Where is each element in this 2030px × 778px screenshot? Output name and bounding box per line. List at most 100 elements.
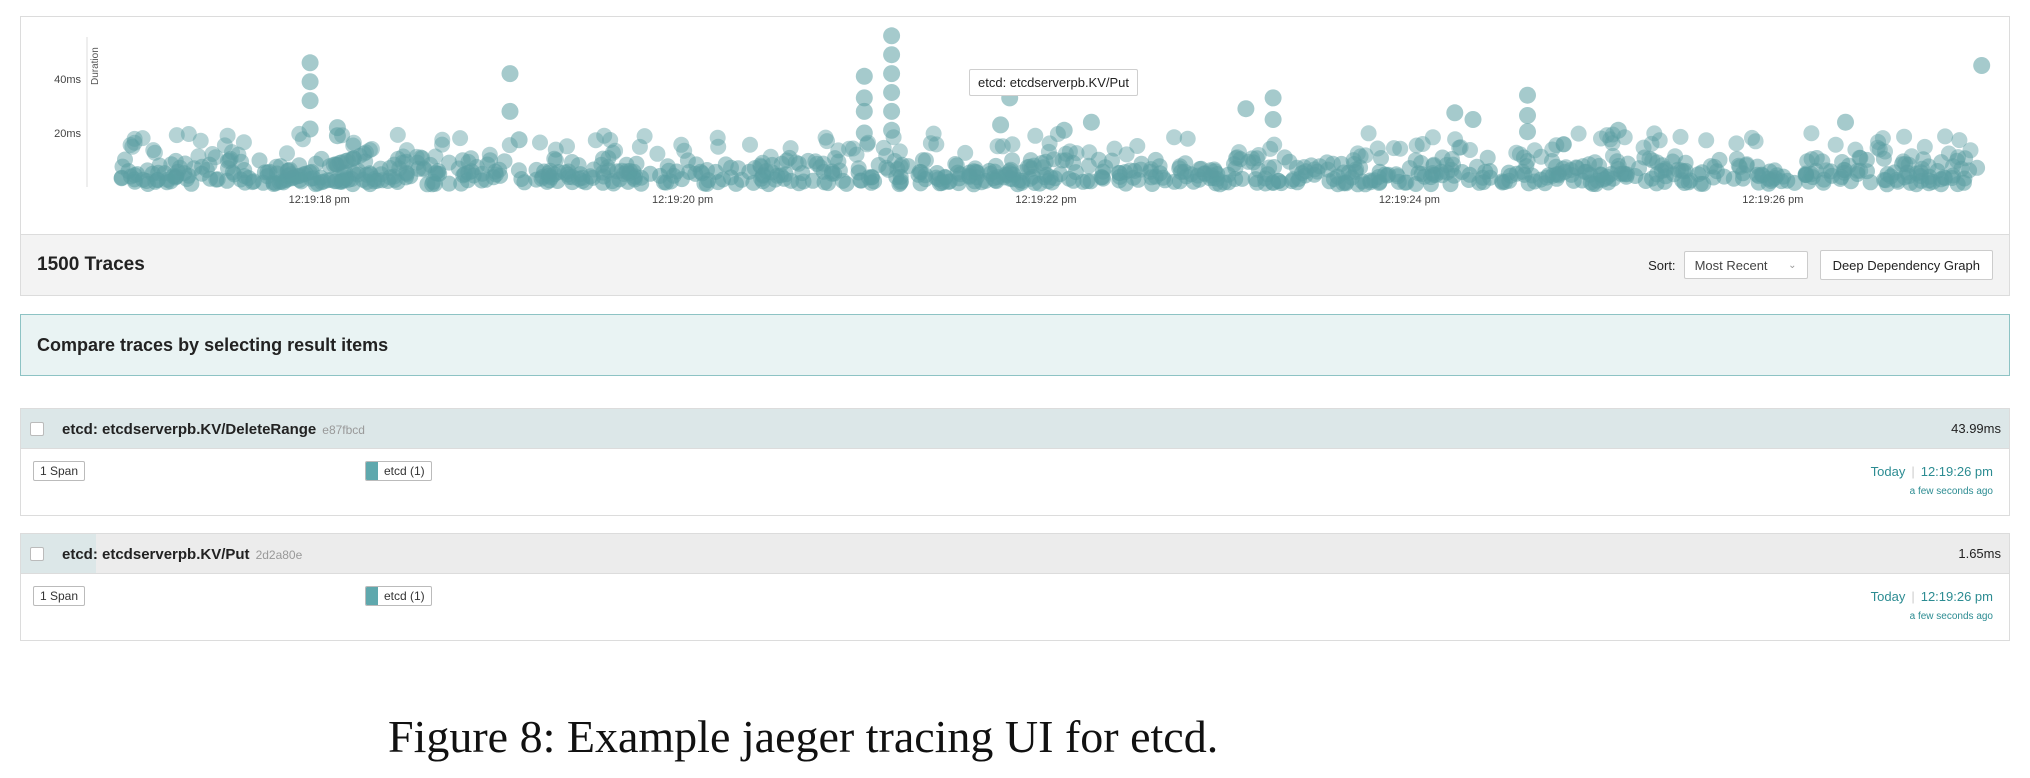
trace-point[interactable] (891, 176, 908, 193)
trace-point[interactable] (1229, 149, 1246, 166)
trace-title[interactable]: etcd: etcdserverpb.KV/DeleteRange e87fbcd (62, 421, 365, 438)
trace-point[interactable] (1643, 135, 1660, 152)
trace-duration-scatter-chart[interactable]: Duration 40ms 20ms 12:19:18 pm 12:19:20 pm 12… (21, 17, 2011, 235)
trace-point[interactable] (1408, 137, 1425, 154)
trace-point[interactable] (1266, 159, 1283, 175)
trace-point[interactable] (441, 154, 458, 171)
trace-point[interactable] (875, 139, 892, 156)
trace-point[interactable] (1519, 153, 1536, 169)
trace-point[interactable] (1376, 166, 1393, 183)
trace-point[interactable] (559, 138, 575, 155)
trace-point[interactable] (357, 144, 374, 161)
trace-point[interactable] (1936, 169, 1952, 186)
trace-point[interactable] (1526, 142, 1543, 159)
trace-point[interactable] (1519, 123, 1536, 141)
trace-point[interactable] (1090, 151, 1107, 168)
trace-point[interactable] (1288, 159, 1305, 176)
trace-point[interactable] (848, 146, 865, 163)
trace-point[interactable] (633, 175, 650, 192)
trace-point[interactable] (408, 148, 425, 165)
trace-point[interactable] (845, 140, 862, 157)
trace-point[interactable] (1104, 152, 1120, 169)
trace-point[interactable] (1875, 150, 1892, 167)
trace-point[interactable] (1129, 138, 1146, 154)
trace-point[interactable] (1544, 141, 1561, 158)
trace-point[interactable] (1511, 146, 1528, 163)
trace-point[interactable] (1508, 144, 1525, 161)
trace-point[interactable] (1352, 148, 1369, 165)
trace-point[interactable] (183, 175, 200, 192)
trace-point[interactable] (830, 153, 847, 170)
trace-point[interactable] (1319, 161, 1336, 178)
trace-point[interactable] (935, 173, 952, 190)
trace-point[interactable] (124, 138, 141, 155)
trace-point[interactable] (636, 128, 653, 145)
trace-point[interactable] (395, 148, 412, 165)
trace-point[interactable] (1276, 149, 1293, 166)
trace-point[interactable] (1216, 174, 1233, 191)
trace-point[interactable] (1920, 158, 1937, 175)
trace-point[interactable] (151, 157, 168, 174)
trace-point[interactable] (1349, 145, 1366, 162)
trace-point[interactable] (224, 144, 240, 161)
trace-point[interactable] (1669, 161, 1686, 178)
trace-point[interactable] (1933, 154, 1950, 171)
trace-point[interactable] (855, 102, 873, 120)
trace-point[interactable] (207, 149, 224, 166)
trace-point[interactable] (659, 158, 676, 175)
trace-point[interactable] (1283, 173, 1300, 190)
trace-point[interactable] (1555, 136, 1572, 153)
trace-point[interactable] (510, 162, 527, 179)
trace-point[interactable] (878, 147, 895, 164)
trace-point[interactable] (1004, 136, 1021, 153)
trace-point[interactable] (1937, 128, 1954, 145)
trace-point[interactable] (301, 54, 319, 72)
trace-point[interactable] (1237, 100, 1255, 118)
trace-point[interactable] (1081, 144, 1098, 161)
trace-point[interactable] (571, 170, 587, 187)
trace-point[interactable] (1425, 157, 1442, 174)
trace-point[interactable] (114, 158, 131, 175)
trace-point[interactable] (479, 156, 496, 173)
trace-point[interactable] (1082, 113, 1100, 131)
trace-point[interactable] (795, 173, 812, 190)
trace-point[interactable] (604, 144, 621, 161)
trace-point[interactable] (1672, 128, 1689, 145)
trace-point[interactable] (1593, 130, 1609, 147)
trace-point[interactable] (1118, 146, 1135, 163)
trace-point[interactable] (453, 175, 470, 192)
trace-point[interactable] (1895, 153, 1912, 170)
trace-point[interactable] (351, 147, 368, 164)
trace-point[interactable] (481, 146, 498, 163)
trace-point[interactable] (817, 129, 834, 146)
trace-point[interactable] (710, 138, 727, 155)
trace-point[interactable] (1464, 111, 1482, 128)
trace-point[interactable] (345, 134, 362, 151)
trace-point[interactable] (1969, 159, 1986, 176)
trace-point[interactable] (230, 146, 247, 163)
trace-point[interactable] (754, 154, 771, 171)
trace-point[interactable] (676, 142, 693, 159)
trace-point[interactable] (1462, 142, 1478, 158)
trace-point[interactable] (1065, 172, 1082, 189)
trace-point[interactable] (1352, 159, 1369, 176)
trace-point[interactable] (883, 102, 901, 120)
trace-point[interactable] (434, 131, 451, 148)
trace-point[interactable] (251, 152, 268, 169)
trace-point[interactable] (1646, 125, 1663, 142)
trace-point[interactable] (992, 116, 1010, 134)
trace-point[interactable] (216, 137, 233, 154)
trace-point[interactable] (699, 162, 715, 178)
trace-point[interactable] (863, 169, 880, 185)
trace-point[interactable] (1519, 107, 1536, 124)
trace-point[interactable] (679, 152, 696, 169)
trace-point[interactable] (855, 89, 873, 107)
trace-point[interactable] (268, 158, 285, 175)
trace-point[interactable] (547, 141, 564, 158)
trace-point[interactable] (1228, 150, 1245, 167)
trace-select-checkbox[interactable] (30, 547, 44, 561)
trace-point[interactable] (1166, 129, 1183, 146)
trace-point[interactable] (1496, 174, 1513, 190)
trace-point[interactable] (452, 130, 469, 147)
trace-point[interactable] (717, 156, 734, 173)
